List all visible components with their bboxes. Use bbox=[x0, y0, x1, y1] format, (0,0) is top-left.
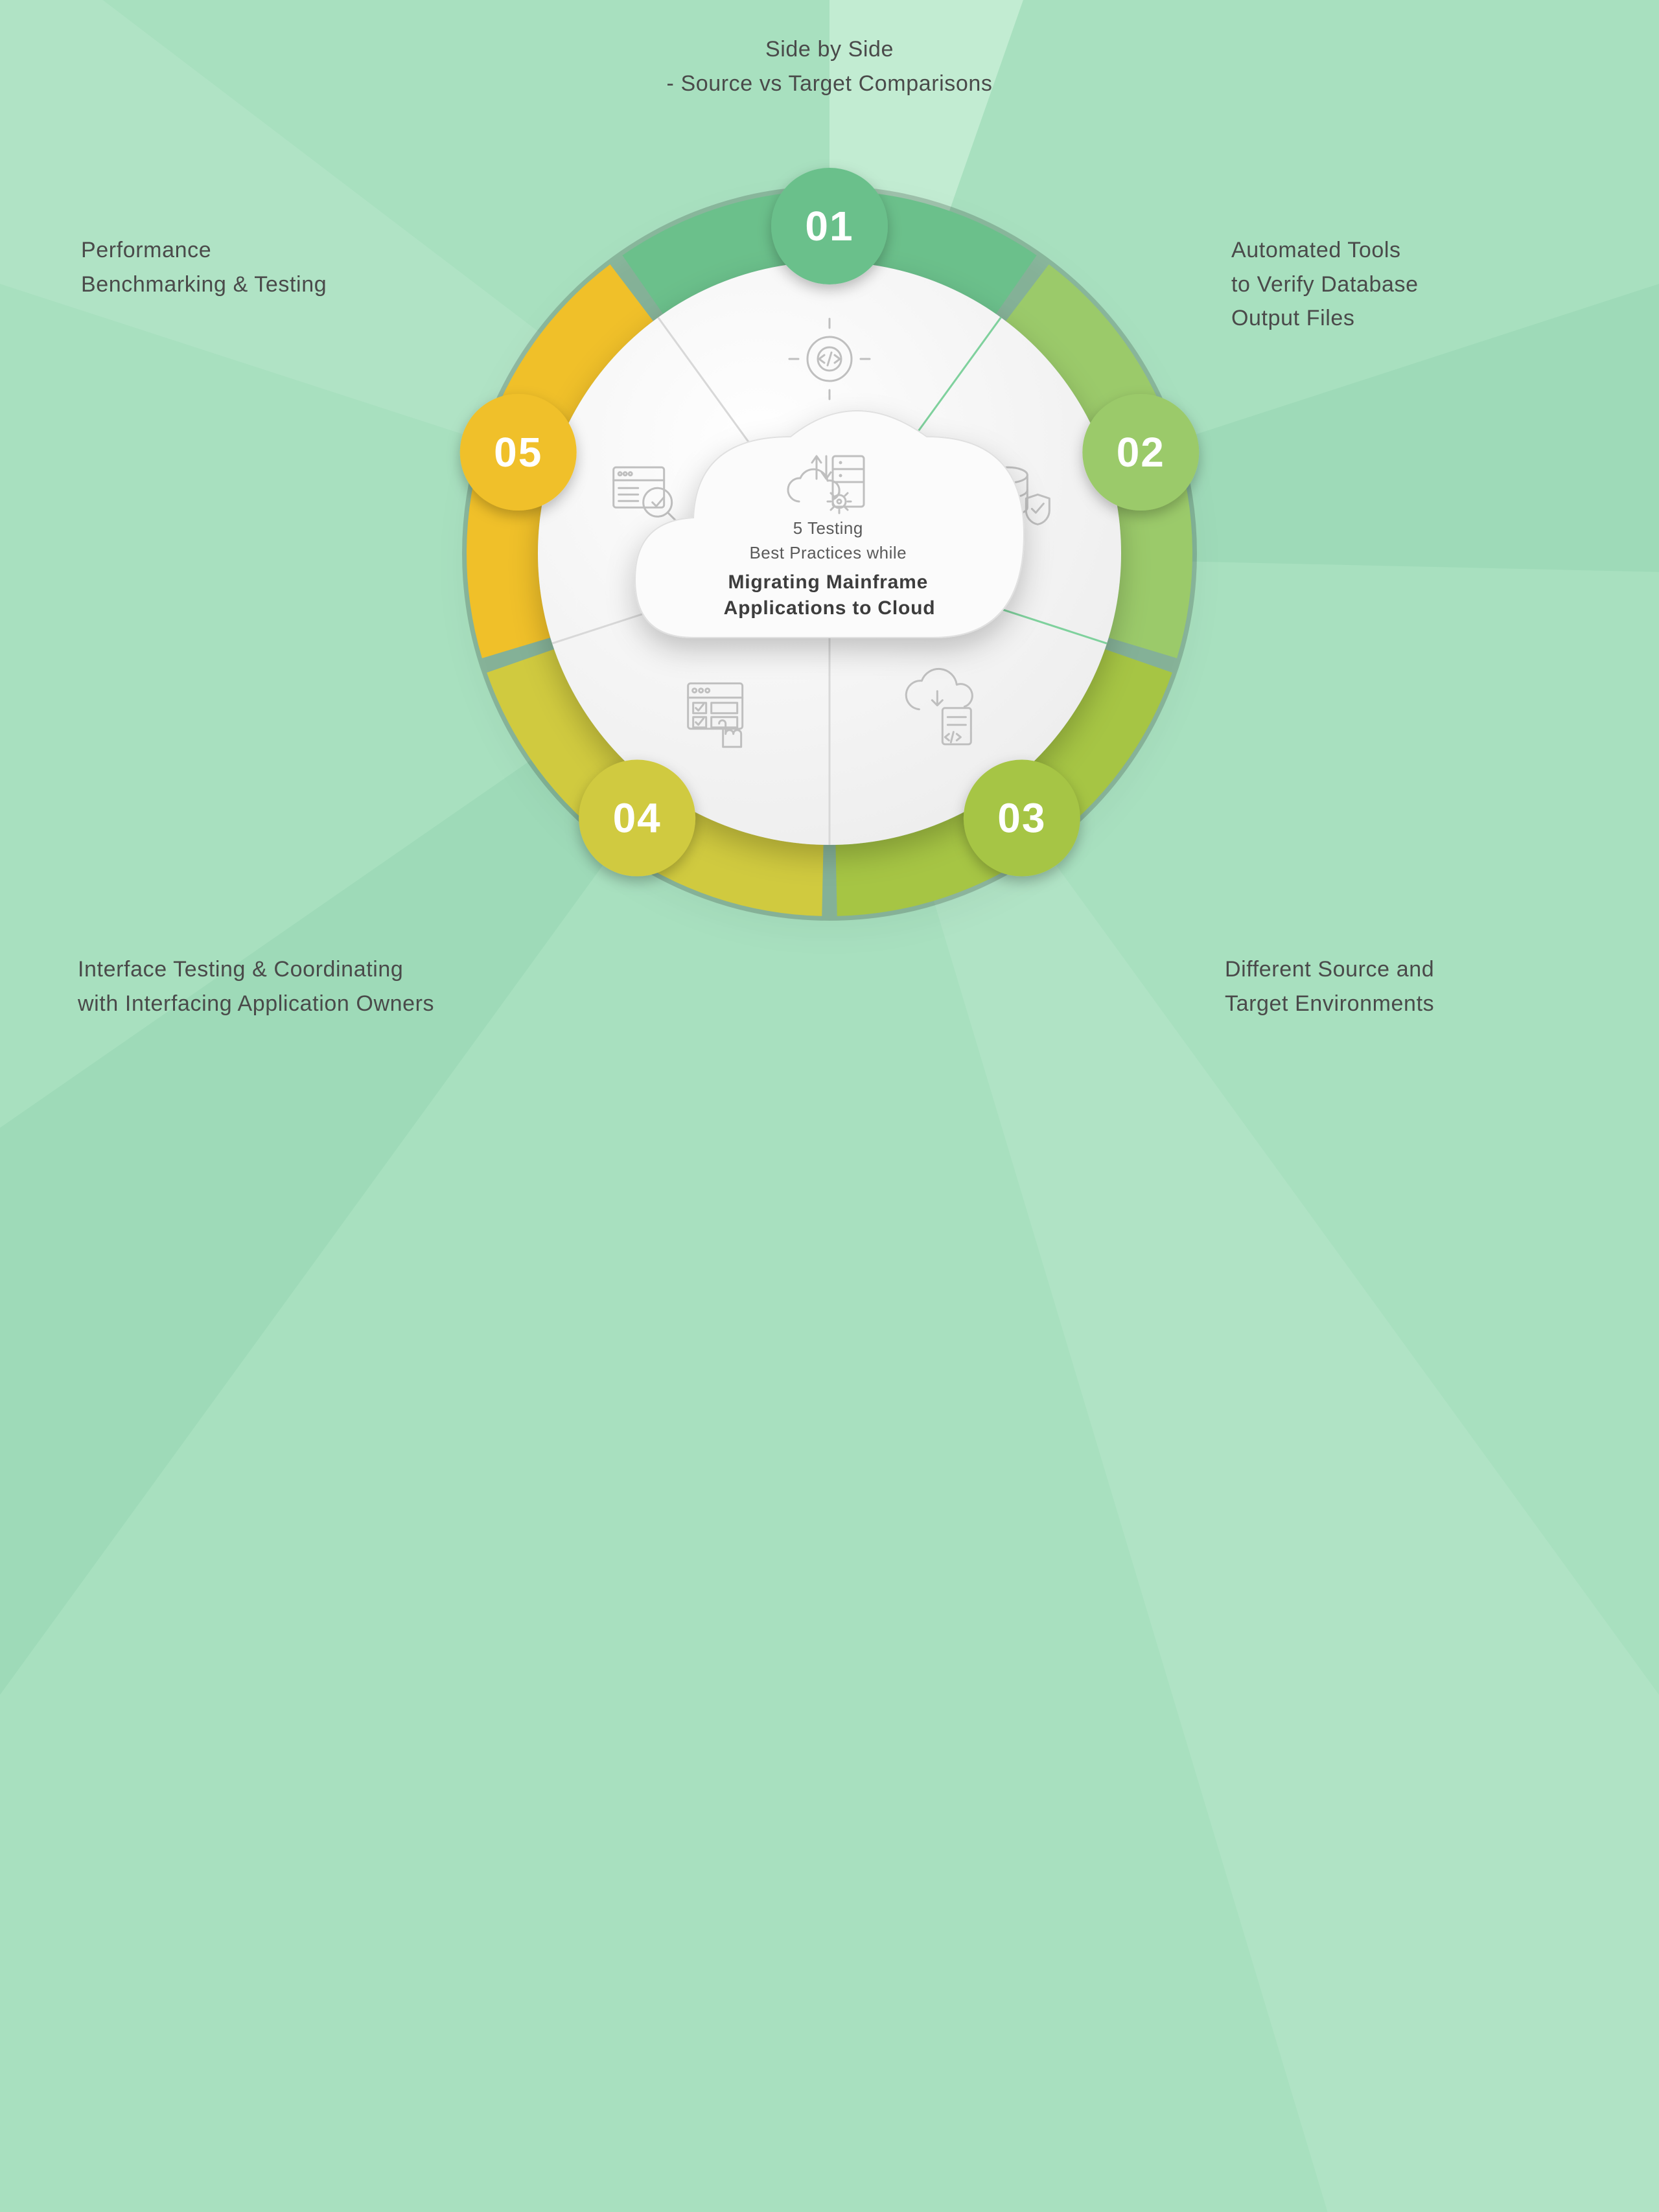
label-01: Side by Side - Source vs Target Compariso… bbox=[666, 32, 992, 100]
circular-diagram: 01 02 03 04 05 5 Testing bbox=[408, 132, 1251, 974]
label-line: - Source vs Target Comparisons bbox=[666, 71, 992, 96]
center-line1: 5 Testing bbox=[793, 518, 863, 538]
badge-number: 02 bbox=[1117, 428, 1165, 475]
badge-number: 04 bbox=[613, 794, 662, 841]
center-line3: Migrating Mainframe bbox=[728, 571, 928, 593]
badge-03: 03 bbox=[964, 759, 1080, 876]
label-03: Different Source and Target Environments bbox=[1225, 952, 1434, 1020]
label-line: Performance bbox=[81, 238, 211, 262]
badge-01: 01 bbox=[771, 168, 888, 284]
label-line: Benchmarking & Testing bbox=[81, 272, 327, 297]
badge-number: 01 bbox=[805, 203, 853, 249]
label-line: with Interfacing Application Owners bbox=[78, 991, 434, 1016]
label-line: Different Source and bbox=[1225, 957, 1434, 982]
label-line: Automated Tools bbox=[1231, 238, 1401, 262]
label-02: Automated Toolsto Verify DatabaseOutput … bbox=[1231, 233, 1419, 336]
badge-05: 05 bbox=[460, 393, 577, 510]
badge-number: 03 bbox=[997, 794, 1046, 841]
badge-02: 02 bbox=[1082, 393, 1199, 510]
center-line4: Applications to Cloud bbox=[724, 597, 936, 619]
label-line: Interface Testing & Coordinating bbox=[78, 957, 403, 982]
infographic-stage: Side by Side - Source vs Target Compariso… bbox=[0, 0, 1659, 1106]
label-line: Side by Side bbox=[765, 37, 894, 62]
badge-number: 05 bbox=[494, 428, 542, 475]
label-line: Target Environments bbox=[1225, 991, 1434, 1016]
center-line2: Best Practices while bbox=[749, 543, 907, 562]
label-line: to Verify Database bbox=[1231, 272, 1419, 297]
badge-04: 04 bbox=[579, 759, 695, 876]
label-05: Performance Benchmarking & Testing bbox=[81, 233, 327, 301]
label-04: Interface Testing & Coordinating with Int… bbox=[78, 952, 434, 1020]
